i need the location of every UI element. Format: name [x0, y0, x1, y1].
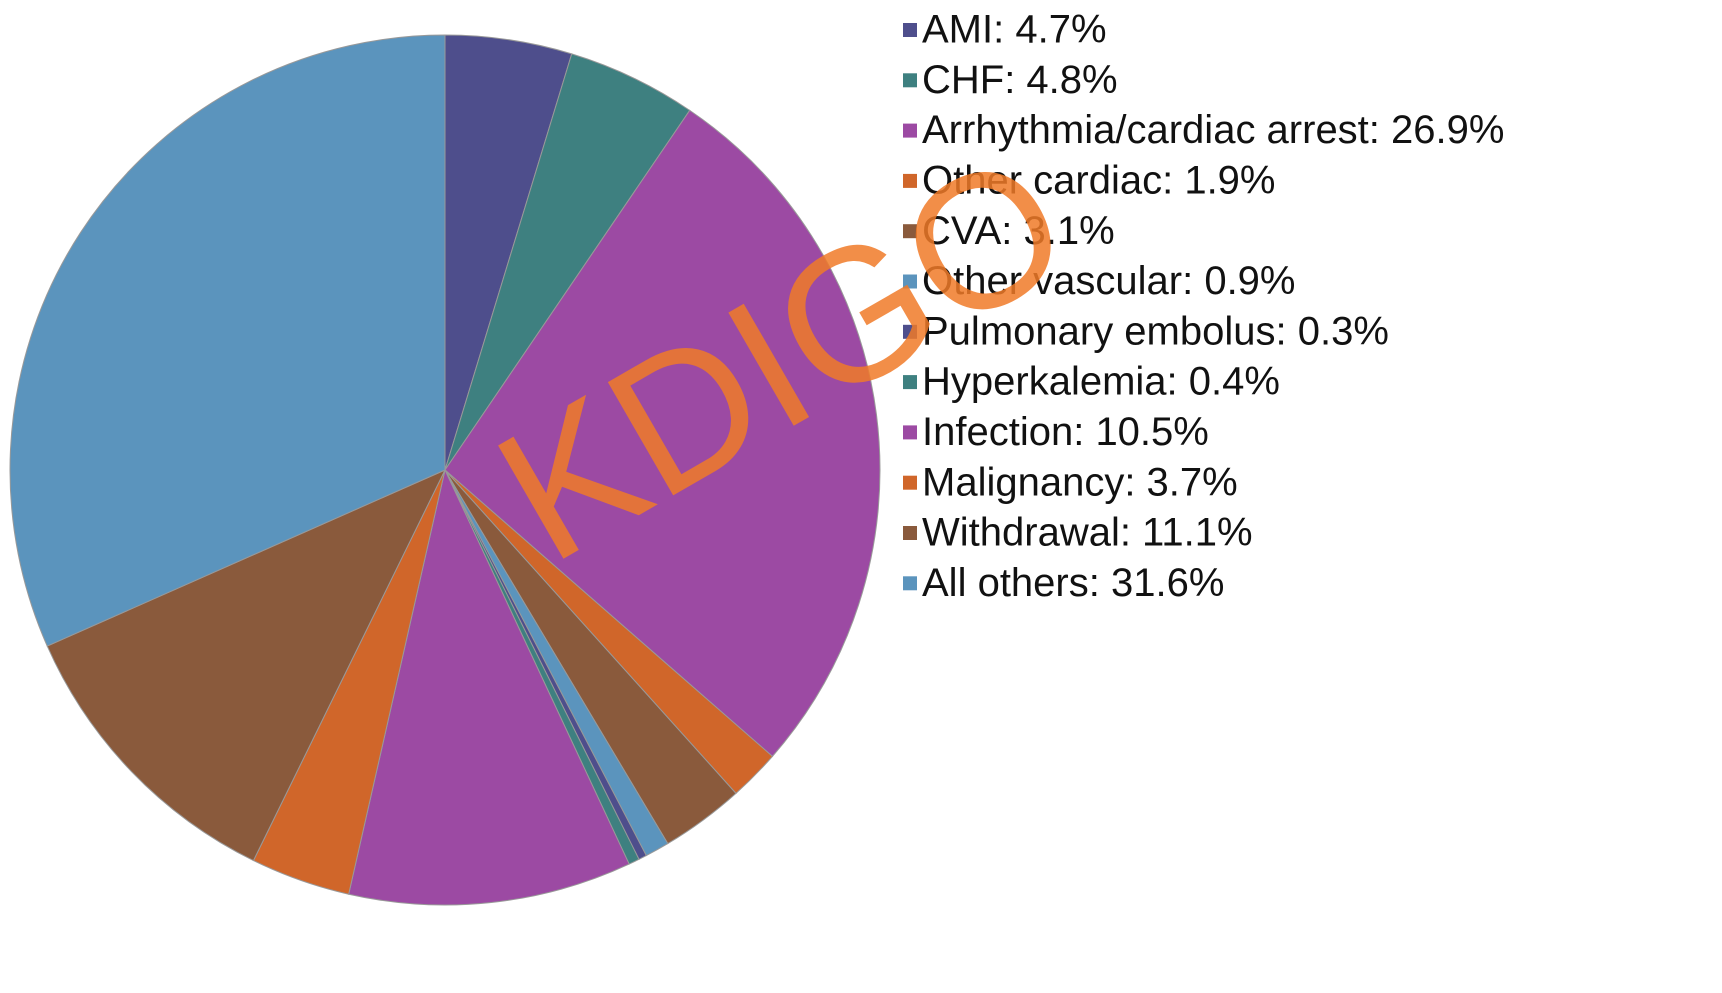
legend-swatch	[903, 23, 917, 37]
legend-swatch	[903, 475, 917, 490]
legend-swatch	[903, 274, 917, 289]
legend-label: Hyperkalemia: 0.4%	[922, 360, 1280, 404]
legend-swatch	[903, 123, 917, 138]
legend-swatch	[903, 576, 917, 591]
pie-slice	[46, 468, 447, 862]
legend-swatch	[903, 73, 917, 88]
pie-slice	[348, 468, 630, 906]
legend-swatch	[903, 324, 917, 339]
legend-swatch	[903, 425, 917, 440]
legend-label: Malignancy: 3.7%	[922, 460, 1238, 504]
legend-swatch	[903, 224, 917, 239]
legend-swatch	[903, 526, 917, 540]
legend-label: Infection: 10.5%	[922, 410, 1209, 454]
legend-label: Pulmonary embolus: 0.3%	[922, 309, 1389, 353]
legend-label: CHF: 4.8%	[922, 58, 1118, 102]
legend-label: CVA: 3.1%	[922, 209, 1115, 253]
legend-label: Other vascular: 0.9%	[922, 259, 1296, 303]
legend-swatch	[903, 375, 917, 390]
pie-slice	[9, 34, 446, 647]
legend: AMI: 4.7% CHF: 4.8% Arrhythmia/cardiac arr…	[903, 8, 1504, 605]
legend-label: Withdrawal: 11.1%	[922, 511, 1253, 555]
pie	[9, 34, 881, 906]
legend-label: Arrhythmia/cardiac arrest: 26.9%	[922, 108, 1504, 152]
pie-slice	[444, 109, 881, 758]
legend-label: AMI: 4.7%	[922, 8, 1107, 52]
legend-swatch	[903, 173, 917, 188]
legend-label: Other cardiac: 1.9%	[922, 158, 1276, 202]
legend-label: All others: 31.6%	[922, 561, 1224, 605]
